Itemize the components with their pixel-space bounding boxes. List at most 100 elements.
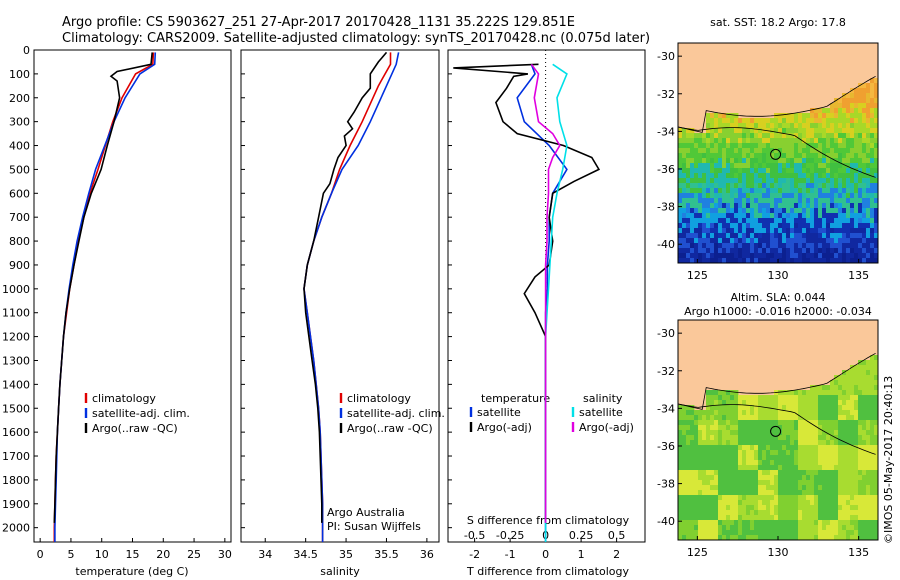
map-cell [726,258,731,264]
map-cell [690,490,695,496]
map-cell [774,475,779,481]
map-cell [794,208,799,214]
map-cell [742,208,747,214]
map-xtick-label: 130 [768,546,789,559]
map-cell [734,203,739,209]
map-cell [738,243,743,249]
map-cell [682,475,687,481]
map-cell [874,410,879,416]
map-cell [782,435,787,441]
map-cell [734,425,739,431]
map-cell [770,173,775,179]
map-cell [862,380,867,386]
map-cell [838,385,843,391]
map-cell [830,385,835,391]
map-cell [798,415,803,421]
map-cell [874,208,879,214]
map-cell [778,143,783,149]
xtick-label: 35.5 [374,548,399,561]
map-cell [762,238,767,244]
map-cell [854,385,859,391]
map-cell [706,410,711,416]
map-cell [794,203,799,209]
map-cell [842,143,847,149]
map-cell [866,500,871,506]
map-cell [722,203,727,209]
map-cell [726,133,731,139]
map-cell [862,415,867,421]
map-cell [694,525,699,531]
map-cell [854,138,859,144]
map-cell [750,445,755,451]
map-cell [694,233,699,239]
map-cell [786,535,791,541]
map-cell [734,133,739,139]
map-cell [682,410,687,416]
map-cell [778,480,783,486]
map-cell [826,460,831,466]
map-cell [710,525,715,531]
map-cell [710,163,715,169]
map-cell [814,168,819,174]
map-cell [874,243,879,249]
map-cell [710,450,715,456]
difference-panel: S difference from climatology T differen… [447,49,646,578]
map-cell [822,108,827,114]
map-cell [782,228,787,234]
map-cell [678,178,683,184]
map-cell [858,223,863,229]
map-cell [698,475,703,481]
map-cell [734,113,739,119]
map-cell [826,248,831,254]
map-cell [862,98,867,104]
map-cell [854,258,859,264]
map-cell [758,490,763,496]
map-cell [826,425,831,431]
map-cell [758,395,763,401]
map-cell [782,395,787,401]
map-cell [870,505,875,511]
map-cell [798,208,803,214]
map-cell [778,420,783,426]
map-cell [822,435,827,441]
map-cell [678,530,683,536]
map-cell [870,163,875,169]
map-cell [698,168,703,174]
map-cell [710,203,715,209]
map-cell [806,475,811,481]
map-cell [798,123,803,129]
map-cell [786,515,791,521]
map-cell [850,103,855,109]
map-cell [750,213,755,219]
map-cell [786,158,791,164]
map-cell [778,148,783,154]
map-cell [798,525,803,531]
map-cell [682,168,687,174]
map-cell [726,153,731,159]
map-cell [770,450,775,456]
map-cell [742,480,747,486]
map-cell [722,158,727,164]
map-cell [846,203,851,209]
map-cell [806,143,811,149]
map-cell [710,485,715,491]
map-cell [830,138,835,144]
map-cell [830,243,835,249]
map-cell [746,248,751,254]
map-cell [750,410,755,416]
map-cell [874,108,879,114]
map-cell [710,233,715,239]
map-cell [762,475,767,481]
map-cell [718,405,723,411]
map-cell [682,465,687,471]
map-cell [790,178,795,184]
map-cell [822,193,827,199]
map-cell [870,168,875,174]
map-cell [782,490,787,496]
map-cell [754,258,759,264]
map-cell [830,500,835,506]
map-cell [730,143,735,149]
map-cell [746,450,751,456]
map-cell [750,530,755,536]
map-cell [742,490,747,496]
